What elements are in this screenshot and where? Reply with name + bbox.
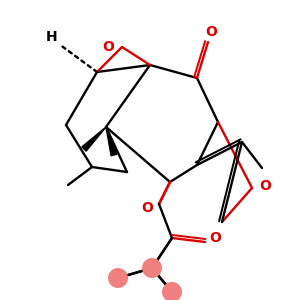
Circle shape <box>108 268 128 288</box>
Text: O: O <box>259 179 271 193</box>
Text: O: O <box>205 25 217 39</box>
Text: O: O <box>209 231 221 245</box>
Polygon shape <box>82 127 106 151</box>
Text: H: H <box>46 30 58 44</box>
Circle shape <box>162 282 182 300</box>
Text: O: O <box>102 40 114 54</box>
Polygon shape <box>106 127 117 156</box>
Circle shape <box>142 258 162 278</box>
Text: O: O <box>141 201 153 215</box>
